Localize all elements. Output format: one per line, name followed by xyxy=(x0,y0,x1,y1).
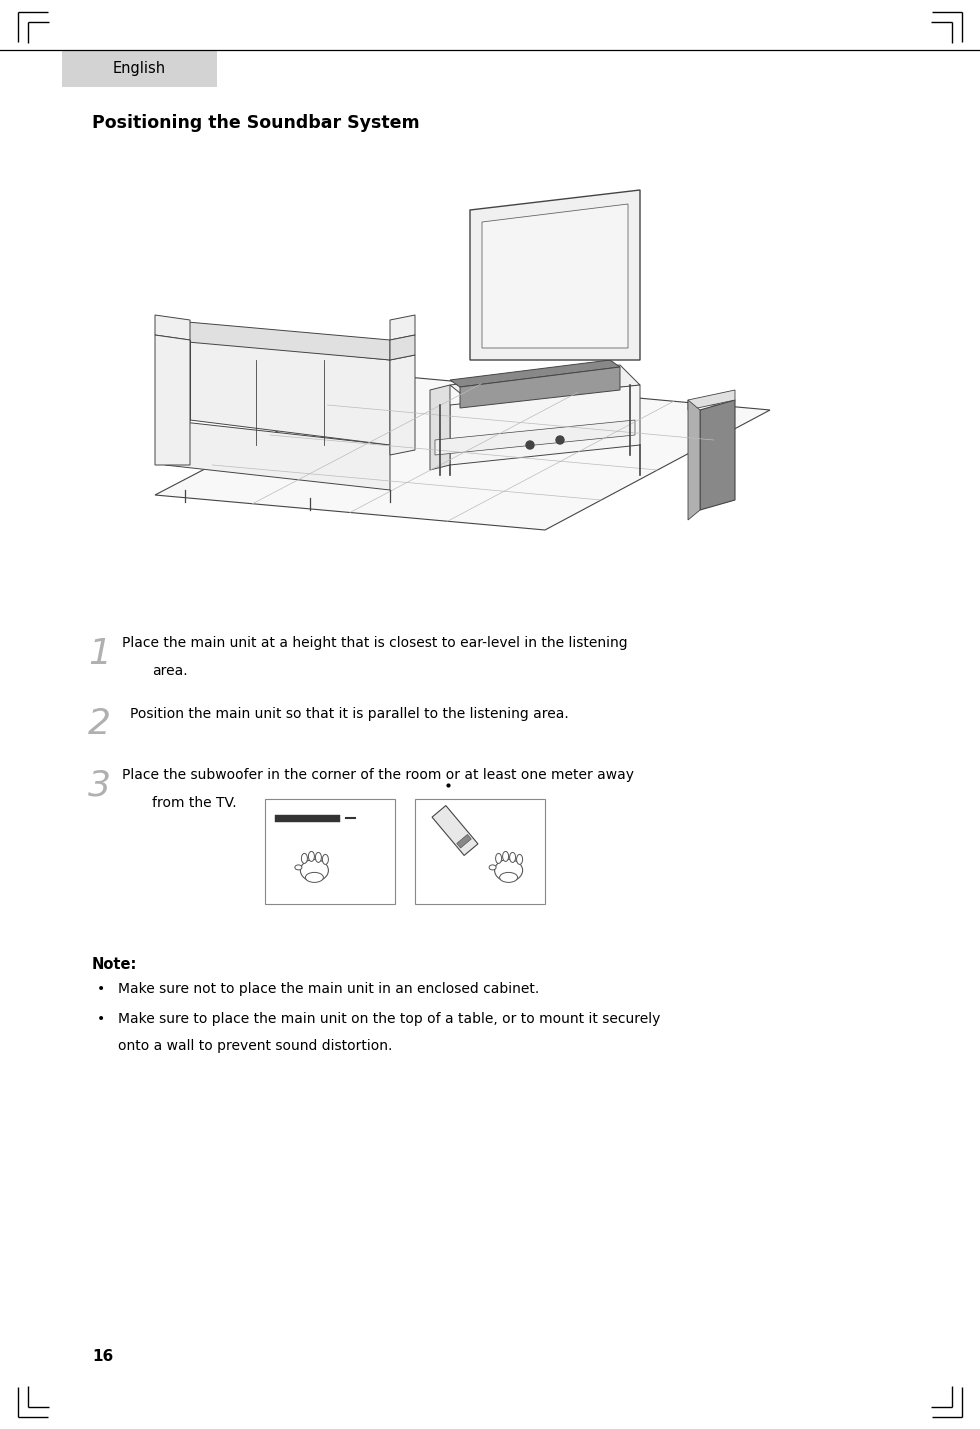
Polygon shape xyxy=(688,390,735,410)
Text: •: • xyxy=(97,1012,105,1026)
Bar xyxy=(457,835,471,847)
Ellipse shape xyxy=(309,852,315,862)
Text: 3: 3 xyxy=(88,769,111,803)
Ellipse shape xyxy=(322,855,328,865)
Polygon shape xyxy=(700,400,735,510)
Circle shape xyxy=(526,442,534,449)
Ellipse shape xyxy=(503,852,509,862)
Text: Positioning the Soundbar System: Positioning the Soundbar System xyxy=(92,114,419,131)
Bar xyxy=(415,799,545,905)
Text: 1: 1 xyxy=(88,637,111,672)
Polygon shape xyxy=(390,354,415,454)
Bar xyxy=(275,815,340,822)
Polygon shape xyxy=(165,420,390,490)
Polygon shape xyxy=(460,367,620,409)
Polygon shape xyxy=(390,314,415,340)
Bar xyxy=(265,799,395,905)
Text: area.: area. xyxy=(152,664,187,677)
Ellipse shape xyxy=(510,853,515,862)
Polygon shape xyxy=(450,360,620,387)
Ellipse shape xyxy=(295,865,302,870)
Polygon shape xyxy=(688,400,700,520)
Polygon shape xyxy=(190,340,390,444)
Ellipse shape xyxy=(516,855,522,865)
Polygon shape xyxy=(155,374,770,530)
Ellipse shape xyxy=(489,865,496,870)
Polygon shape xyxy=(482,204,628,349)
Text: Position the main unit so that it is parallel to the listening area.: Position the main unit so that it is par… xyxy=(130,707,568,722)
Text: Note:: Note: xyxy=(92,957,137,972)
Ellipse shape xyxy=(496,853,502,863)
Ellipse shape xyxy=(301,859,328,882)
Ellipse shape xyxy=(495,859,522,882)
Bar xyxy=(62,50,217,87)
Text: 16: 16 xyxy=(92,1349,114,1365)
Text: from the TV.: from the TV. xyxy=(152,796,236,810)
Polygon shape xyxy=(430,384,450,470)
Text: Place the subwoofer in the corner of the room or at least one meter away: Place the subwoofer in the corner of the… xyxy=(122,767,634,782)
Polygon shape xyxy=(435,420,635,454)
Bar xyxy=(432,806,478,856)
Ellipse shape xyxy=(306,872,323,882)
Ellipse shape xyxy=(500,872,517,882)
Circle shape xyxy=(556,436,564,444)
Polygon shape xyxy=(450,384,640,464)
Polygon shape xyxy=(390,334,415,360)
Text: •: • xyxy=(97,982,105,996)
Polygon shape xyxy=(155,334,190,464)
Text: 2: 2 xyxy=(88,707,111,742)
Text: onto a wall to prevent sound distortion.: onto a wall to prevent sound distortion. xyxy=(118,1039,392,1053)
Polygon shape xyxy=(470,190,640,360)
Polygon shape xyxy=(450,364,640,404)
Text: Make sure to place the main unit on the top of a table, or to mount it securely: Make sure to place the main unit on the … xyxy=(118,1012,661,1026)
Text: English: English xyxy=(113,61,166,76)
Ellipse shape xyxy=(316,853,321,862)
Polygon shape xyxy=(165,320,390,360)
Text: Place the main unit at a height that is closest to ear-level in the listening: Place the main unit at a height that is … xyxy=(122,636,627,650)
Polygon shape xyxy=(165,340,190,420)
Ellipse shape xyxy=(302,853,308,863)
Polygon shape xyxy=(155,314,190,340)
Text: Make sure not to place the main unit in an enclosed cabinet.: Make sure not to place the main unit in … xyxy=(118,982,539,996)
